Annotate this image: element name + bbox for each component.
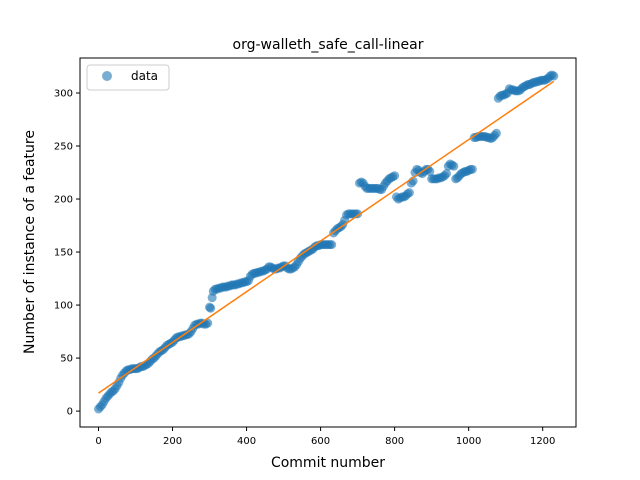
axes-frame	[79, 57, 577, 428]
data-point	[467, 164, 477, 174]
y-tick-label: 250	[54, 142, 73, 153]
x-tick-label: 1000	[456, 436, 481, 447]
plot-area	[94, 70, 559, 414]
y-tick-label: 100	[54, 301, 73, 312]
data-point	[404, 188, 414, 198]
data-point	[549, 71, 559, 81]
legend: data	[86, 64, 170, 91]
legend-label-data: data	[131, 69, 158, 83]
x-tick-label: 0	[95, 436, 101, 447]
data-point	[425, 166, 435, 176]
x-tick-label: 400	[237, 436, 256, 447]
y-tick-label: 150	[54, 248, 73, 259]
data-point	[449, 161, 459, 171]
data-point	[390, 171, 400, 181]
y-axis: 0 50 100 150 200 250 300	[54, 88, 80, 418]
data-point	[203, 318, 213, 328]
chart-title: org-walleth_safe_call-linear	[233, 37, 424, 53]
y-tick-label: 0	[67, 407, 73, 418]
x-tick-label: 600	[311, 436, 330, 447]
y-tick-label: 50	[60, 354, 73, 365]
x-tick-label: 200	[163, 436, 182, 447]
data-point	[327, 240, 337, 250]
y-tick-label: 300	[54, 88, 73, 99]
x-tick-label: 800	[385, 436, 404, 447]
y-tick-label: 200	[54, 195, 73, 206]
legend-marker-data	[102, 71, 112, 81]
x-axis-label: Commit number	[271, 455, 385, 471]
data-point	[353, 209, 363, 219]
x-tick-label: 1200	[530, 436, 555, 447]
data-point	[491, 128, 501, 138]
data-point	[441, 169, 451, 179]
data-point	[206, 303, 216, 313]
y-axis-label: Number of instance of a feature	[22, 130, 38, 354]
fit-line	[98, 80, 555, 394]
x-axis: 0 200 400 600 800 1000 1200	[95, 427, 555, 447]
